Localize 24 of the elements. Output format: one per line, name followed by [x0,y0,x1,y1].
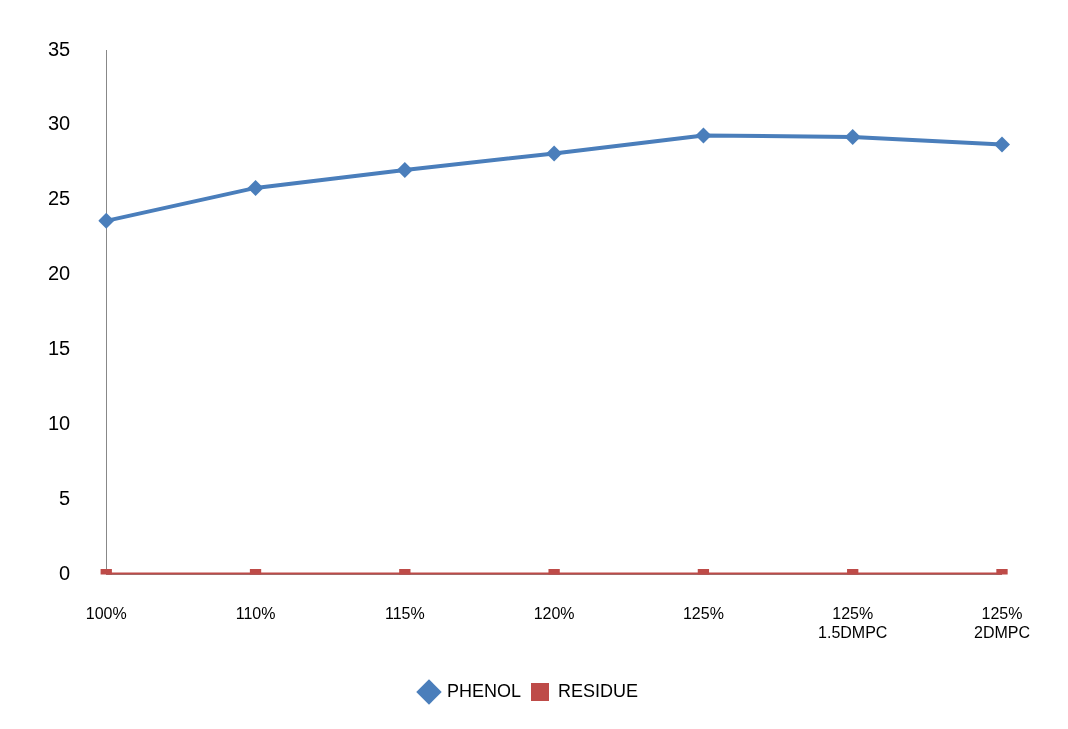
x-tick-label: 115% [384,604,425,622]
point [994,136,1010,153]
y-tick-label: 30 [48,112,71,135]
x-tick-label: 125% [682,604,724,622]
y-tick-label: 15 [48,337,71,360]
x-tick-label: 120% [533,604,575,622]
point [396,161,413,178]
legend-label: PHENOL [446,680,522,701]
y-tick-label: 0 [59,562,71,585]
legend-label: RESIDUE [558,680,639,701]
y-tick-label: 5 [59,487,71,510]
x-tick-label: 125% 2DMPC [973,604,1030,641]
y-tick-label: 10 [48,412,71,435]
point [695,127,712,144]
y-tick-label: 20 [48,262,71,285]
point [98,212,115,229]
point [844,128,861,145]
x-tick-label: 125% 1.5DMPC [818,604,888,641]
x-tick-label: 100% [85,604,127,622]
y-tick-label: 25 [48,187,71,210]
point [247,179,264,196]
x-tick-label: 110% [235,604,276,622]
point [546,145,563,162]
y-tick-label: 35 [48,37,71,60]
